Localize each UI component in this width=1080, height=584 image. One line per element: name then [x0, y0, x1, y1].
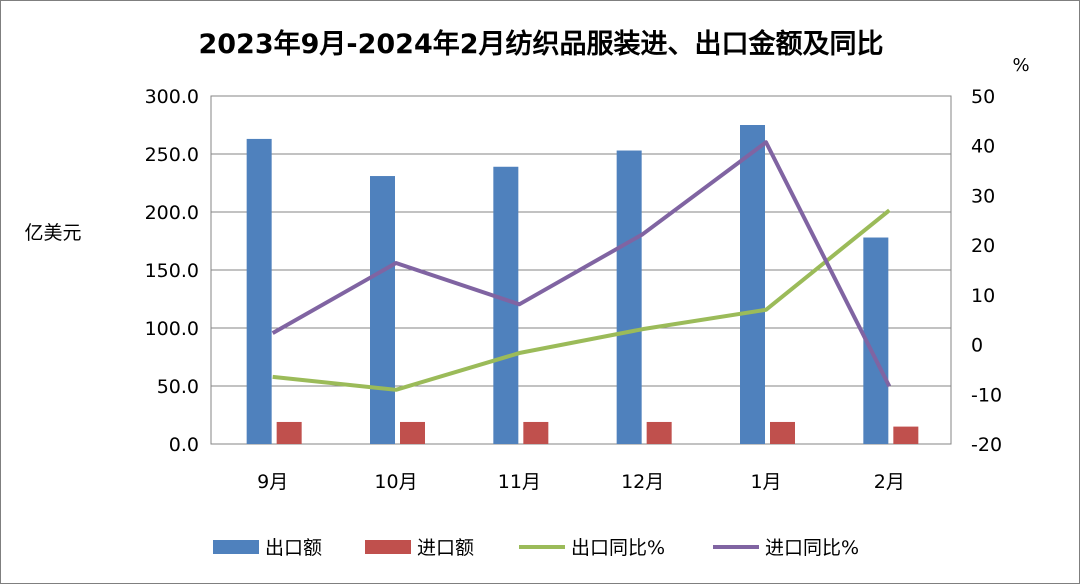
bar-进口额 — [523, 421, 549, 444]
bar-出口额 — [740, 125, 765, 444]
legend-label: 出口同比% — [571, 537, 665, 559]
y2-axis-label: % — [1012, 55, 1029, 76]
bar-进口额 — [646, 421, 672, 444]
line-出口同比% — [272, 208, 891, 392]
x-tick-label: 1月 — [750, 471, 781, 493]
y-tick-label: 300.0 — [145, 86, 199, 108]
bar-进口额 — [276, 421, 302, 444]
bar-出口额 — [493, 166, 519, 444]
legend-swatch — [365, 540, 411, 554]
y2-tick-label: 30 — [971, 185, 995, 207]
x-tick-label: 12月 — [621, 471, 664, 493]
y-tick-label: 100.0 — [145, 318, 199, 340]
y2-tick-label: 40 — [971, 136, 995, 158]
legend-swatch — [213, 540, 259, 554]
chart-title: 2023年9月-2024年2月纺织品服装进、出口金额及同比 — [198, 28, 883, 60]
bar-出口额 — [246, 138, 272, 445]
x-tick-label: 10月 — [374, 471, 417, 493]
bar-进口额 — [400, 421, 425, 444]
y-tick-label: 250.0 — [145, 144, 199, 166]
y2-tick-label: -10 — [971, 384, 1002, 406]
legend-label: 出口额 — [265, 537, 322, 559]
y2-tick-label: 10 — [971, 285, 995, 307]
bar-出口额 — [616, 150, 642, 444]
bar-出口额 — [370, 176, 395, 445]
y-tick-label: 50.0 — [157, 376, 199, 398]
legend-label: 进口额 — [417, 537, 474, 559]
y2-tick-label: 50 — [971, 86, 995, 108]
y-tick-label: 200.0 — [145, 202, 199, 224]
legend-label: 进口同比% — [765, 537, 859, 559]
y-axis-label: 亿美元 — [24, 222, 81, 244]
y2-tick-label: 20 — [971, 235, 995, 257]
y-tick-label: 0.0 — [169, 434, 199, 456]
y-tick-label: 150.0 — [145, 260, 199, 282]
y2-tick-label: -20 — [971, 434, 1002, 456]
bar-进口额 — [893, 426, 919, 444]
y2-tick-label: 0 — [971, 335, 983, 357]
x-tick-label: 11月 — [498, 471, 541, 493]
x-tick-label: 2月 — [874, 471, 905, 493]
x-tick-label: 9月 — [257, 471, 288, 493]
bar-进口额 — [770, 421, 795, 444]
line-进口同比% — [271, 140, 892, 388]
